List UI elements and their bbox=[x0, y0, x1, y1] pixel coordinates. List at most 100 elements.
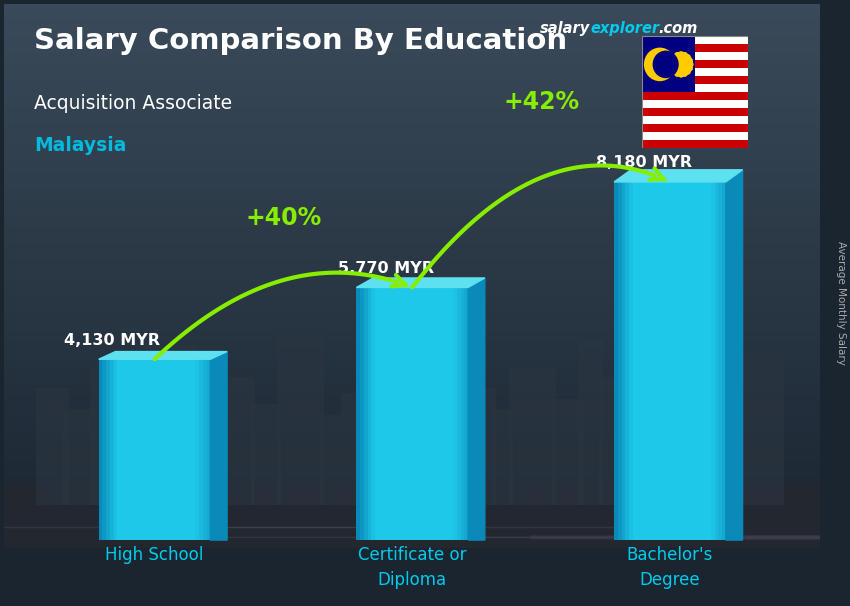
Bar bbox=[4, 195, 820, 200]
Bar bbox=[4, 347, 820, 352]
Bar bbox=[4, 478, 820, 483]
Bar bbox=[4, 26, 820, 32]
Bar bbox=[4, 505, 820, 510]
Bar bbox=[4, 385, 820, 390]
Bar bbox=[4, 532, 820, 537]
Bar bbox=[621, 182, 626, 540]
Bar bbox=[158, 359, 162, 540]
Bar bbox=[4, 222, 820, 227]
Text: Salary Comparison By Education: Salary Comparison By Education bbox=[34, 27, 567, 55]
Bar bbox=[642, 101, 748, 108]
Bar bbox=[4, 129, 820, 135]
Bar bbox=[578, 340, 603, 505]
Bar bbox=[642, 92, 748, 101]
Bar bbox=[650, 361, 694, 505]
Bar bbox=[207, 359, 211, 540]
Bar bbox=[111, 420, 133, 505]
Bar bbox=[102, 359, 106, 540]
Bar bbox=[4, 456, 820, 461]
Bar bbox=[4, 271, 820, 276]
Bar bbox=[651, 182, 655, 540]
Text: Certificate or
Diploma: Certificate or Diploma bbox=[358, 547, 467, 590]
Bar bbox=[464, 287, 468, 540]
Bar bbox=[4, 330, 820, 336]
Bar bbox=[4, 276, 820, 282]
Bar bbox=[114, 359, 117, 540]
Bar bbox=[4, 70, 820, 75]
Bar bbox=[4, 205, 820, 211]
Bar bbox=[599, 378, 638, 505]
Bar bbox=[700, 182, 704, 540]
Bar bbox=[453, 287, 457, 540]
Bar bbox=[4, 151, 820, 156]
Bar bbox=[90, 367, 116, 505]
Bar bbox=[375, 287, 379, 540]
Bar bbox=[169, 359, 173, 540]
Bar bbox=[4, 298, 820, 304]
Bar bbox=[4, 173, 820, 178]
Bar bbox=[199, 359, 203, 540]
Bar bbox=[4, 418, 820, 423]
Circle shape bbox=[653, 50, 678, 78]
Bar bbox=[192, 359, 196, 540]
Bar bbox=[277, 335, 324, 505]
Bar bbox=[139, 359, 144, 540]
Bar bbox=[356, 287, 360, 540]
Bar bbox=[659, 182, 663, 540]
Bar bbox=[666, 182, 671, 540]
Bar bbox=[382, 287, 387, 540]
Bar bbox=[4, 184, 820, 189]
Bar bbox=[439, 287, 443, 540]
Bar bbox=[461, 287, 465, 540]
Bar bbox=[188, 359, 192, 540]
Bar bbox=[251, 404, 281, 505]
Bar bbox=[4, 527, 820, 532]
Bar bbox=[648, 182, 652, 540]
Bar bbox=[642, 36, 748, 44]
Bar bbox=[420, 287, 424, 540]
Bar bbox=[162, 359, 166, 540]
Bar bbox=[491, 410, 513, 505]
Bar bbox=[4, 10, 820, 15]
Bar bbox=[376, 356, 408, 505]
Bar bbox=[632, 182, 637, 540]
Bar bbox=[457, 287, 461, 540]
Bar bbox=[466, 388, 496, 505]
Text: Acquisition Associate: Acquisition Associate bbox=[34, 94, 232, 113]
Bar bbox=[144, 359, 148, 540]
Bar bbox=[4, 434, 820, 439]
Bar bbox=[367, 287, 371, 540]
Bar bbox=[552, 399, 584, 505]
Bar bbox=[442, 287, 446, 540]
Bar bbox=[4, 363, 820, 368]
Bar bbox=[689, 388, 719, 505]
Bar bbox=[4, 32, 820, 37]
Bar bbox=[509, 367, 556, 505]
Bar bbox=[150, 359, 155, 540]
Bar bbox=[212, 378, 256, 505]
Text: Bachelor's
Degree: Bachelor's Degree bbox=[626, 547, 713, 590]
Text: Malaysia: Malaysia bbox=[34, 136, 127, 155]
Bar bbox=[4, 510, 820, 516]
Bar bbox=[642, 68, 748, 76]
Bar bbox=[4, 537, 820, 542]
Bar bbox=[155, 359, 159, 540]
Text: salary: salary bbox=[540, 21, 590, 36]
Bar bbox=[144, 345, 197, 505]
Bar bbox=[4, 265, 820, 271]
Bar bbox=[110, 359, 114, 540]
Bar bbox=[4, 96, 820, 102]
Bar bbox=[133, 359, 136, 540]
Bar bbox=[4, 260, 820, 265]
Bar bbox=[4, 162, 820, 167]
Bar bbox=[4, 401, 820, 407]
Bar bbox=[371, 287, 376, 540]
Bar bbox=[379, 287, 382, 540]
Bar bbox=[4, 86, 820, 91]
Bar bbox=[394, 287, 398, 540]
Bar bbox=[4, 244, 820, 249]
Bar bbox=[4, 484, 820, 548]
Bar bbox=[633, 404, 655, 505]
Bar bbox=[4, 167, 820, 173]
Bar bbox=[62, 410, 101, 505]
